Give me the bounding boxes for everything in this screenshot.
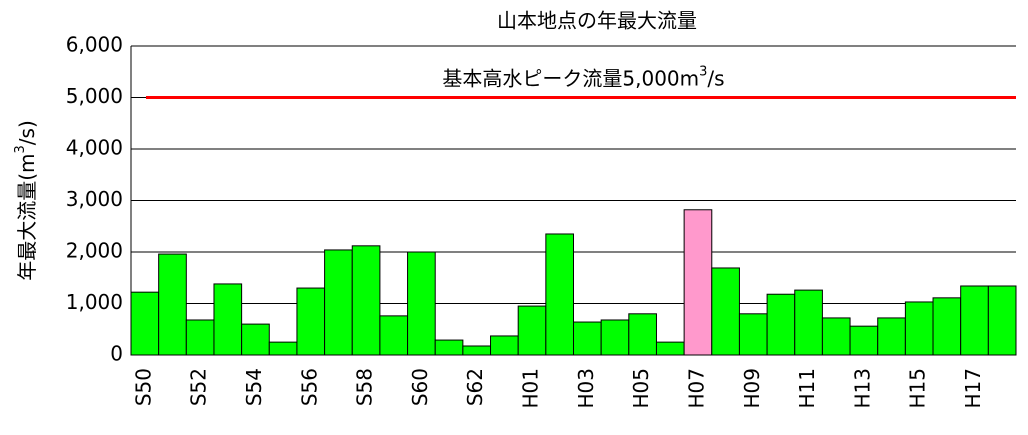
y-tick-label: 4,000 — [66, 136, 123, 160]
bar — [904, 301, 934, 356]
bar — [241, 323, 270, 356]
x-tick-label: S50 — [131, 368, 155, 406]
x-tick-label: S58 — [353, 368, 377, 406]
x-tick-label: S52 — [187, 368, 211, 406]
bar — [158, 253, 187, 356]
reference-label: 基本高水ピーク流量5,000m3/s — [442, 65, 724, 91]
bar — [545, 233, 574, 356]
bar — [877, 317, 906, 356]
bar — [185, 319, 215, 356]
x-tick-label: H13 — [850, 368, 874, 409]
y-tick-label: 2,000 — [66, 239, 123, 263]
chart-title: 山本地点の年最大流量 — [497, 9, 697, 33]
x-tick-label: H01 — [519, 368, 543, 409]
bar — [573, 321, 602, 356]
x-tick-label: S54 — [242, 368, 266, 406]
bar — [821, 317, 851, 356]
x-tick-label: H05 — [629, 368, 653, 409]
y-tick-label: 0 — [110, 342, 123, 366]
bar — [268, 341, 298, 356]
x-tick-label: S62 — [463, 368, 487, 406]
y-tick-label: 5,000 — [66, 84, 123, 108]
x-tick-label: H15 — [906, 368, 930, 409]
bar — [849, 325, 879, 356]
bar — [213, 283, 243, 356]
bar — [738, 313, 768, 356]
x-tick-label: H07 — [684, 368, 708, 409]
text-part: /s — [707, 66, 724, 90]
bar — [766, 293, 796, 356]
y-axis-label: 年最大流量(m3/s) — [13, 120, 39, 281]
bar — [351, 245, 381, 356]
y-tick-label: 6,000 — [66, 33, 123, 57]
x-tick-label: H17 — [961, 368, 985, 409]
bar — [711, 267, 740, 356]
bar — [600, 319, 630, 356]
bar — [324, 249, 353, 356]
bar — [628, 313, 657, 356]
text-part: 基本高水ピーク流量5,000m — [442, 66, 699, 90]
bar — [517, 305, 547, 356]
text-part: 3 — [699, 65, 707, 80]
text-part: 年最大流量(m — [15, 153, 39, 280]
bar — [683, 209, 713, 356]
x-tick-label: H11 — [795, 368, 819, 409]
bar — [130, 291, 160, 356]
bar — [490, 335, 519, 356]
bar — [379, 315, 409, 356]
text-part: 3 — [13, 145, 28, 153]
bar — [655, 341, 685, 356]
bar — [462, 345, 492, 356]
bar — [987, 285, 1017, 356]
bar — [794, 289, 823, 356]
x-tick-label: H03 — [574, 368, 598, 409]
bar — [960, 285, 989, 356]
x-tick-label: S60 — [408, 368, 432, 406]
y-tick-label: 1,000 — [66, 290, 123, 314]
bar — [434, 339, 464, 356]
bar — [932, 297, 962, 356]
x-tick-label: S56 — [297, 368, 321, 406]
y-tick-label: 3,000 — [66, 187, 123, 211]
bar — [296, 287, 326, 356]
x-tick-label: H09 — [740, 368, 764, 409]
bar — [407, 251, 436, 356]
text-part: /s) — [15, 120, 39, 145]
